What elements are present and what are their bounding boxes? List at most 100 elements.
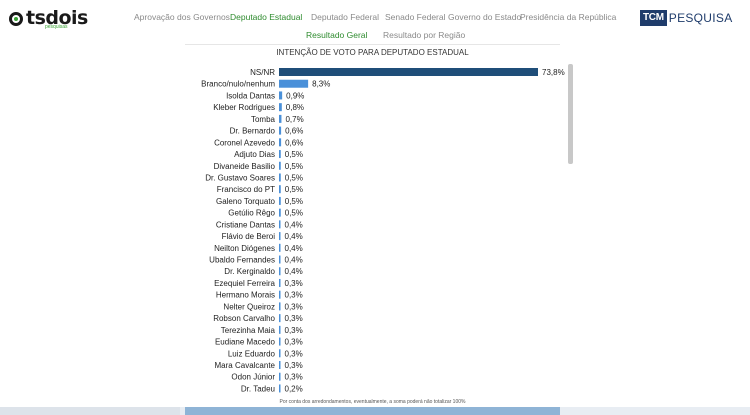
bar[interactable] <box>279 255 281 264</box>
logo-icon <box>9 12 23 26</box>
category-label: Getúlio Rêgo <box>228 209 275 218</box>
value-label: 0,4% <box>285 220 303 229</box>
subnav-resultado-geral[interactable]: Resultado Geral <box>306 30 368 40</box>
value-label: 0,6% <box>285 138 303 147</box>
value-label: 0,6% <box>285 127 303 136</box>
bottom-strip-center <box>185 407 560 415</box>
chart-scrollbar[interactable] <box>568 64 573 164</box>
bar[interactable] <box>279 232 281 241</box>
category-label: Dr. Tadeu <box>241 384 275 393</box>
tsdois-logo[interactable]: tsdois <box>9 7 88 33</box>
category-label: Francisco do PT <box>217 185 275 194</box>
tcm-text: PESQUISA <box>668 11 733 25</box>
value-label: 73,8% <box>542 68 565 77</box>
value-label: 0,3% <box>285 349 303 358</box>
bar[interactable] <box>279 243 281 252</box>
value-label: 0,3% <box>285 314 303 323</box>
bar[interactable] <box>279 384 281 393</box>
bar[interactable] <box>279 126 282 135</box>
chart-footnote: Por conta dos arredondamentos, eventualm… <box>279 399 466 405</box>
bar[interactable] <box>279 114 282 123</box>
bar[interactable] <box>279 196 281 205</box>
value-label: 8,3% <box>312 80 330 89</box>
value-label: 0,4% <box>285 267 303 276</box>
category-label: Coronel Azevedo <box>214 138 275 147</box>
category-label: Flávio de Beroi <box>222 232 276 241</box>
category-label: Odon Júnior <box>231 373 275 382</box>
subnav-resultado-regiao[interactable]: Resultado por Região <box>383 30 466 40</box>
category-label: Hermano Morais <box>216 291 275 300</box>
category-label: Kleber Rodrigues <box>213 103 275 112</box>
category-label: Dr. Gustavo Soares <box>205 173 275 182</box>
bar[interactable] <box>279 325 281 334</box>
value-label: 0,8% <box>286 103 304 112</box>
value-label: 0,4% <box>285 256 303 265</box>
value-label: 0,3% <box>285 279 303 288</box>
bar[interactable] <box>279 208 281 217</box>
value-label: 0,3% <box>285 361 303 370</box>
value-label: 0,2% <box>285 384 303 393</box>
value-label: 0,5% <box>285 209 303 218</box>
bar[interactable] <box>279 361 281 369</box>
nav-deputado-estadual[interactable]: Deputado Estadual <box>230 12 303 22</box>
category-label: Eudiane Macedo <box>215 338 276 347</box>
category-label: Isolda Dantas <box>226 91 275 100</box>
bar[interactable] <box>279 349 281 358</box>
bar[interactable] <box>279 278 281 287</box>
value-label: 0,5% <box>285 173 303 182</box>
bar[interactable] <box>279 161 281 170</box>
tcm-pesquisa-logo[interactable]: TCM PESQUISA <box>640 10 733 26</box>
value-label: 0,7% <box>285 115 303 124</box>
category-label: Ubaldo Fernandes <box>209 256 275 265</box>
value-label: 0,3% <box>285 302 303 311</box>
category-label: Branco/nulo/nenhum <box>201 80 275 89</box>
nav-aprovacao-governos[interactable]: Aprovação dos Governos <box>134 12 230 22</box>
category-label: Galeno Torquato <box>216 197 276 206</box>
bar[interactable] <box>279 185 281 194</box>
value-label: 0,3% <box>285 291 303 300</box>
nav-senado-federal[interactable]: Senado Federal <box>385 12 446 22</box>
category-label: NS/NR <box>250 68 275 77</box>
category-label: Tomba <box>251 115 276 124</box>
bar[interactable] <box>279 150 281 159</box>
bar[interactable] <box>279 290 281 299</box>
bar[interactable] <box>279 79 309 88</box>
chart-title: INTENÇÃO DE VOTO PARA DEPUTADO ESTADUAL <box>276 48 469 57</box>
bar[interactable] <box>279 314 281 323</box>
chart-top-divider <box>185 44 560 45</box>
bar[interactable] <box>279 103 282 112</box>
value-label: 0,3% <box>285 326 303 335</box>
value-label: 0,4% <box>285 232 303 241</box>
bar[interactable] <box>279 302 281 311</box>
nav-deputado-federal[interactable]: Deputado Federal <box>311 12 380 22</box>
bar[interactable] <box>279 267 281 276</box>
category-label: Cristiane Dantas <box>216 220 275 229</box>
bar[interactable] <box>279 91 283 100</box>
bar[interactable] <box>279 372 281 381</box>
value-label: 0,9% <box>286 91 304 100</box>
bar[interactable] <box>279 220 281 229</box>
category-label: Mara Cavalcante <box>215 361 276 370</box>
value-label: 0,5% <box>285 185 303 194</box>
bar[interactable] <box>279 68 538 76</box>
bottom-strip-left <box>0 407 180 415</box>
bar[interactable] <box>279 138 282 147</box>
value-label: 0,5% <box>285 150 303 159</box>
nav-governo-estado[interactable]: Governo do Estado <box>448 12 522 22</box>
category-label: Nelter Queiroz <box>223 302 275 311</box>
logo-text: tsdois <box>26 7 88 29</box>
nav-presidencia[interactable]: Presidência da República <box>520 12 617 22</box>
bar[interactable] <box>279 173 281 182</box>
header: tsdois pesquisas Aprovação dos Governos … <box>0 0 750 45</box>
value-label: 0,3% <box>285 338 303 347</box>
category-label: Adjuto Dias <box>234 150 275 159</box>
category-label: Dr. Kerginaldo <box>224 267 275 276</box>
tcm-badge: TCM <box>640 10 667 26</box>
category-label: Terezinha Maia <box>221 326 276 335</box>
bar[interactable] <box>279 337 281 346</box>
category-label: Divaneide Basilio <box>214 162 276 171</box>
category-label: Neilton Diógenes <box>214 244 275 253</box>
category-label: Robson Carvalho <box>213 314 275 323</box>
category-label: Ezequiel Ferreira <box>214 279 275 288</box>
